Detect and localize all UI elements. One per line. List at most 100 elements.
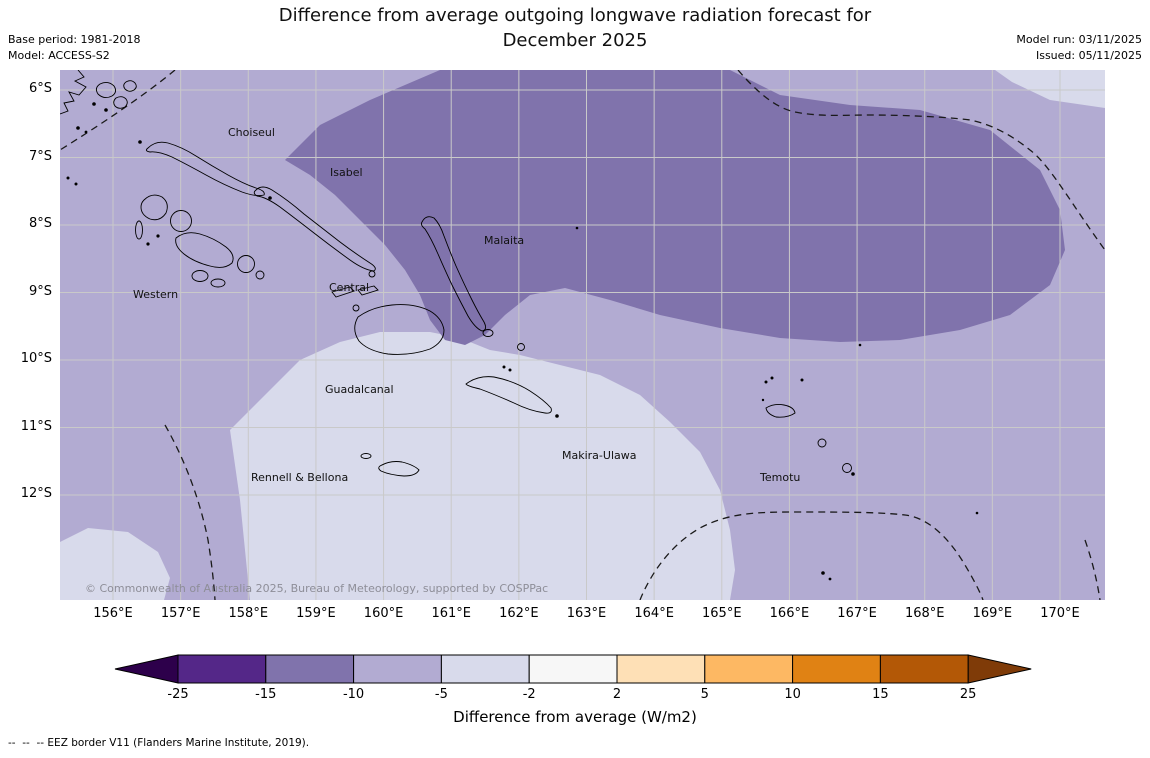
colorbar-segment-5: [616, 654, 706, 684]
island-outline-rennell: [378, 461, 420, 477]
small-island-dot: [146, 242, 150, 246]
island-outline-tetepare: [210, 278, 226, 288]
figure-title: Difference from average outgoing longwav…: [0, 3, 1150, 53]
small-island-dot: [66, 176, 70, 180]
small-island-dot: [508, 368, 512, 372]
issued-text: Issued: 05/11/2025: [1035, 49, 1142, 62]
lon-tick-6: 162°E: [499, 606, 539, 621]
island-outline-ulawa: [517, 343, 525, 351]
small-island-dot: [76, 126, 80, 130]
lat-tick-1: 7°S: [28, 148, 52, 164]
small-island-dot: [575, 226, 579, 230]
lon-tick-13: 169°E: [972, 606, 1013, 621]
island-outline-rendova: [191, 270, 209, 282]
model-run-text: Model run: 03/11/2025: [1016, 33, 1142, 46]
region-label-choiseul: Choiseul: [228, 126, 275, 139]
small-island-dot: [761, 398, 765, 402]
colorbar-segment-8: [879, 654, 969, 684]
model-name-text: Model: ACCESS-S2: [8, 49, 110, 62]
region-label-guadalcanal: Guadalcanal: [325, 383, 394, 396]
small-island-dot: [502, 365, 506, 369]
anomaly-fill-minus5-to-minus2-central: [230, 332, 735, 600]
island-outline-maramasike: [482, 329, 494, 337]
small-island-dot: [268, 196, 272, 200]
eez-border-line: [1084, 539, 1101, 600]
title-line-1: Difference from average outgoing longwav…: [278, 5, 872, 26]
lon-tick-8: 164°E: [634, 606, 674, 621]
title-line-2: December 2025: [502, 30, 648, 51]
eez-border-lines: [60, 70, 1105, 600]
colorbar-segment-7: [792, 654, 881, 684]
colorbar-segment-3: [440, 654, 530, 684]
region-label-western: Western: [133, 288, 178, 301]
colorbar-label: Difference from average (W/m2): [453, 708, 697, 726]
lon-tick-10: 166°E: [769, 606, 810, 621]
lat-tick-2: 8°S: [28, 216, 52, 231]
anomaly-fill-minus5-to-minus2-northeast: [995, 70, 1105, 108]
island-outline-gatokae: [255, 270, 265, 280]
small-island-dot: [828, 577, 832, 581]
coastlines: [60, 70, 979, 581]
small-island-dot: [84, 130, 88, 134]
region-label-central: Central: [329, 281, 369, 294]
region-label-rennell-bellona: Rennell & Bellona: [251, 471, 348, 484]
lat-tick-3: 9°S: [28, 283, 52, 299]
small-island-dot: [858, 343, 862, 347]
island-outline-guadalcanal: [354, 304, 445, 355]
island-outline-ranongga: [135, 220, 143, 240]
grid-lines: [60, 70, 1105, 600]
island-outline-san-jorge: [368, 270, 376, 278]
small-island-dot: [138, 140, 142, 144]
eez-legend-note: -- -- -- EEZ border V11 (Flanders Marine…: [8, 737, 310, 749]
colorbar-segment-0: [177, 654, 267, 684]
lon-tick-9: 165°E: [702, 606, 742, 621]
province-labels: Choiseul Isabel Malaita Western Central Guada…: [133, 126, 800, 484]
colorbar-tick--10: -10: [342, 687, 365, 702]
anomaly-fill-minus5-to-minus2-southwest: [60, 528, 170, 600]
colorbar-tick--15: -15: [255, 687, 277, 702]
colorbar-tick-10: 10: [784, 687, 801, 702]
model-info: Base period: 1981-2018 Model: ACCESS-S2: [8, 32, 140, 64]
lat-tick-5: 11°S: [20, 418, 52, 434]
colorbar-tick-2: 2: [612, 687, 622, 702]
island-outline-vella-lavella: [140, 194, 168, 221]
small-island-dot: [851, 472, 855, 476]
forecast-map: Choiseul Isabel Malaita Western Central Guada…: [60, 70, 1105, 600]
region-label-makira-ulawa: Makira-Ulawa: [562, 449, 636, 462]
island-outline-vanikoro: [842, 463, 852, 473]
lon-tick-11: 167°E: [837, 606, 877, 621]
island-outline-savo: [352, 304, 360, 312]
lon-tick-7: 163°E: [566, 606, 607, 621]
lat-tick-0: 6°S: [28, 81, 52, 96]
island-outline-kolombangara: [170, 210, 192, 232]
lon-tick-0: 156°E: [93, 606, 133, 621]
small-island-dot: [104, 108, 108, 112]
small-island-dot: [975, 511, 979, 515]
colorbar-scale: [114, 654, 1032, 684]
island-outline-utupua: [817, 438, 827, 448]
island-outline-florida-islands: [357, 285, 379, 296]
copyright-text: © Commonwealth of Australia 2025, Bureau…: [85, 582, 548, 595]
base-period-text: Base period: 1981-2018: [8, 33, 141, 46]
small-island-dot: [92, 102, 96, 106]
island-outline-fauro: [123, 80, 137, 92]
lat-tick-4: 10°S: [20, 351, 52, 366]
island-outline-bougainville: [60, 70, 87, 115]
eez-border-line: [737, 70, 1105, 251]
small-island-dot: [770, 376, 774, 380]
island-outline-malaita: [420, 216, 487, 332]
lon-tick-2: 158°E: [228, 606, 269, 621]
island-outline-choiseul: [145, 141, 265, 197]
lat-tick-6: 12°S: [20, 486, 52, 501]
lon-tick-1: 157°E: [160, 606, 201, 621]
lon-tick-5: 161°E: [431, 606, 471, 621]
colorbar-segment-6: [704, 654, 794, 684]
island-outline-new-georgia: [175, 232, 234, 268]
anomaly-fill-minus15-to-minus10: [285, 70, 1065, 345]
eez-border-line: [639, 511, 984, 600]
colorbar-over-arrow: [967, 654, 1032, 684]
small-island-dot: [764, 380, 768, 384]
colorbar-tick--5: -5: [434, 687, 448, 702]
small-island-dot: [156, 234, 160, 238]
